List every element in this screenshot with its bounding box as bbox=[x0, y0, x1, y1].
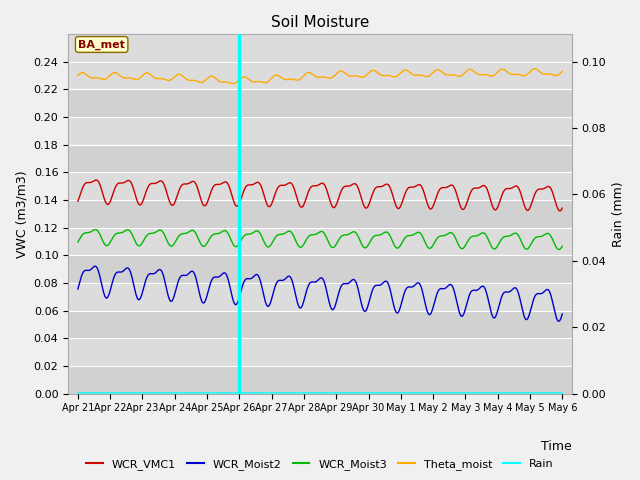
Bar bbox=[68, 117, 572, 144]
Text: Time: Time bbox=[541, 440, 572, 453]
Bar bbox=[68, 366, 572, 394]
Bar bbox=[68, 172, 572, 200]
Bar bbox=[68, 61, 572, 89]
Bar bbox=[68, 255, 572, 283]
Legend: WCR_VMC1, WCR_Moist2, WCR_Moist3, Theta_moist, Rain: WCR_VMC1, WCR_Moist2, WCR_Moist3, Theta_… bbox=[82, 455, 558, 474]
Y-axis label: VWC (m3/m3): VWC (m3/m3) bbox=[15, 170, 28, 258]
Bar bbox=[68, 338, 572, 366]
Bar bbox=[68, 311, 572, 338]
Bar bbox=[68, 89, 572, 117]
Bar bbox=[68, 283, 572, 311]
Bar bbox=[68, 228, 572, 255]
Bar bbox=[68, 144, 572, 172]
Y-axis label: Rain (mm): Rain (mm) bbox=[612, 181, 625, 247]
Text: BA_met: BA_met bbox=[78, 39, 125, 49]
Bar bbox=[68, 200, 572, 228]
Title: Soil Moisture: Soil Moisture bbox=[271, 15, 369, 30]
